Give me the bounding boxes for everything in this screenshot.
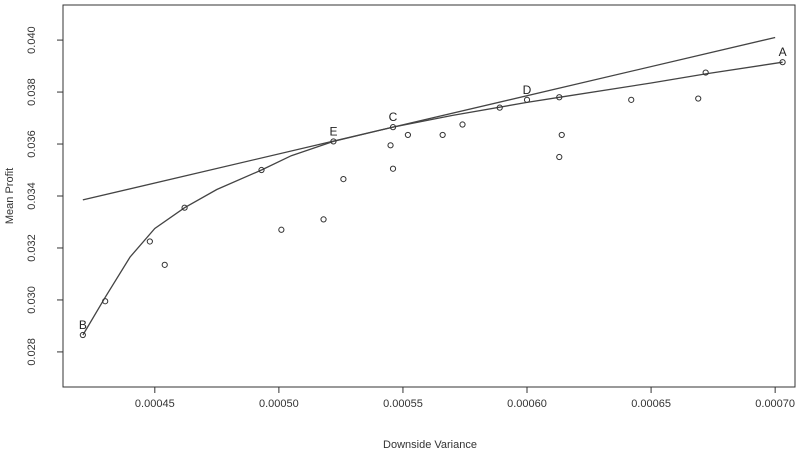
data-point bbox=[389, 124, 397, 131]
data-point bbox=[556, 94, 563, 101]
straight-reference-line bbox=[82, 36, 776, 201]
data-point bbox=[387, 142, 394, 149]
x-tick-label: 0.00070 bbox=[755, 398, 795, 410]
data-point bbox=[181, 204, 188, 211]
x-tick-label: 0.00060 bbox=[507, 398, 547, 410]
data-point bbox=[556, 153, 563, 161]
y-tick-label: 0.034 bbox=[26, 182, 38, 210]
data-point bbox=[102, 298, 109, 305]
y-tick-label: 0.038 bbox=[26, 78, 38, 106]
data-point bbox=[330, 138, 337, 145]
x-tick-label: 0.00065 bbox=[631, 398, 671, 410]
y-tick-label: 0.036 bbox=[26, 130, 38, 158]
x-tick-label: 0.00050 bbox=[259, 398, 299, 410]
plot-frame bbox=[62, 4, 796, 388]
point-label: A bbox=[779, 45, 787, 59]
x-axis-title: Downside Variance bbox=[383, 439, 477, 451]
y-axis-title: Mean Profit bbox=[4, 168, 16, 224]
data-point bbox=[389, 165, 397, 172]
data-point bbox=[523, 96, 531, 103]
data-point bbox=[278, 226, 285, 233]
data-point bbox=[439, 131, 446, 139]
y-tick-label: 0.030 bbox=[26, 286, 38, 314]
data-point bbox=[146, 238, 153, 245]
point-label: B bbox=[79, 318, 87, 332]
data-points bbox=[79, 59, 786, 339]
data-point bbox=[558, 131, 565, 139]
data-point bbox=[320, 216, 327, 223]
data-point bbox=[459, 121, 466, 128]
point-label: D bbox=[523, 83, 532, 97]
x-tick-label: 0.00055 bbox=[383, 398, 423, 410]
data-point bbox=[702, 69, 709, 76]
data-point bbox=[695, 95, 702, 102]
x-axis: 0.00045 0.00050 0.00055 0.00060 0.00065 0.000… bbox=[135, 387, 795, 410]
y-tick-label: 0.040 bbox=[26, 26, 38, 54]
data-point bbox=[496, 104, 503, 111]
point-label: C bbox=[389, 110, 398, 124]
y-tick-label: 0.028 bbox=[26, 338, 38, 366]
point-labels: A B C D E bbox=[79, 45, 787, 332]
data-point bbox=[404, 131, 412, 139]
data-point bbox=[161, 261, 168, 268]
data-point bbox=[779, 59, 786, 66]
data-point bbox=[340, 176, 347, 183]
data-point bbox=[628, 96, 635, 103]
data-point bbox=[258, 166, 265, 174]
y-tick-label: 0.032 bbox=[26, 234, 38, 262]
data-point bbox=[79, 331, 86, 339]
point-label: E bbox=[329, 124, 337, 138]
frontier-curve bbox=[82, 61, 783, 336]
y-axis: 0.028 0.030 0.032 0.034 0.036 0.038 0.040 bbox=[26, 26, 63, 366]
x-tick-label: 0.00045 bbox=[135, 398, 175, 410]
